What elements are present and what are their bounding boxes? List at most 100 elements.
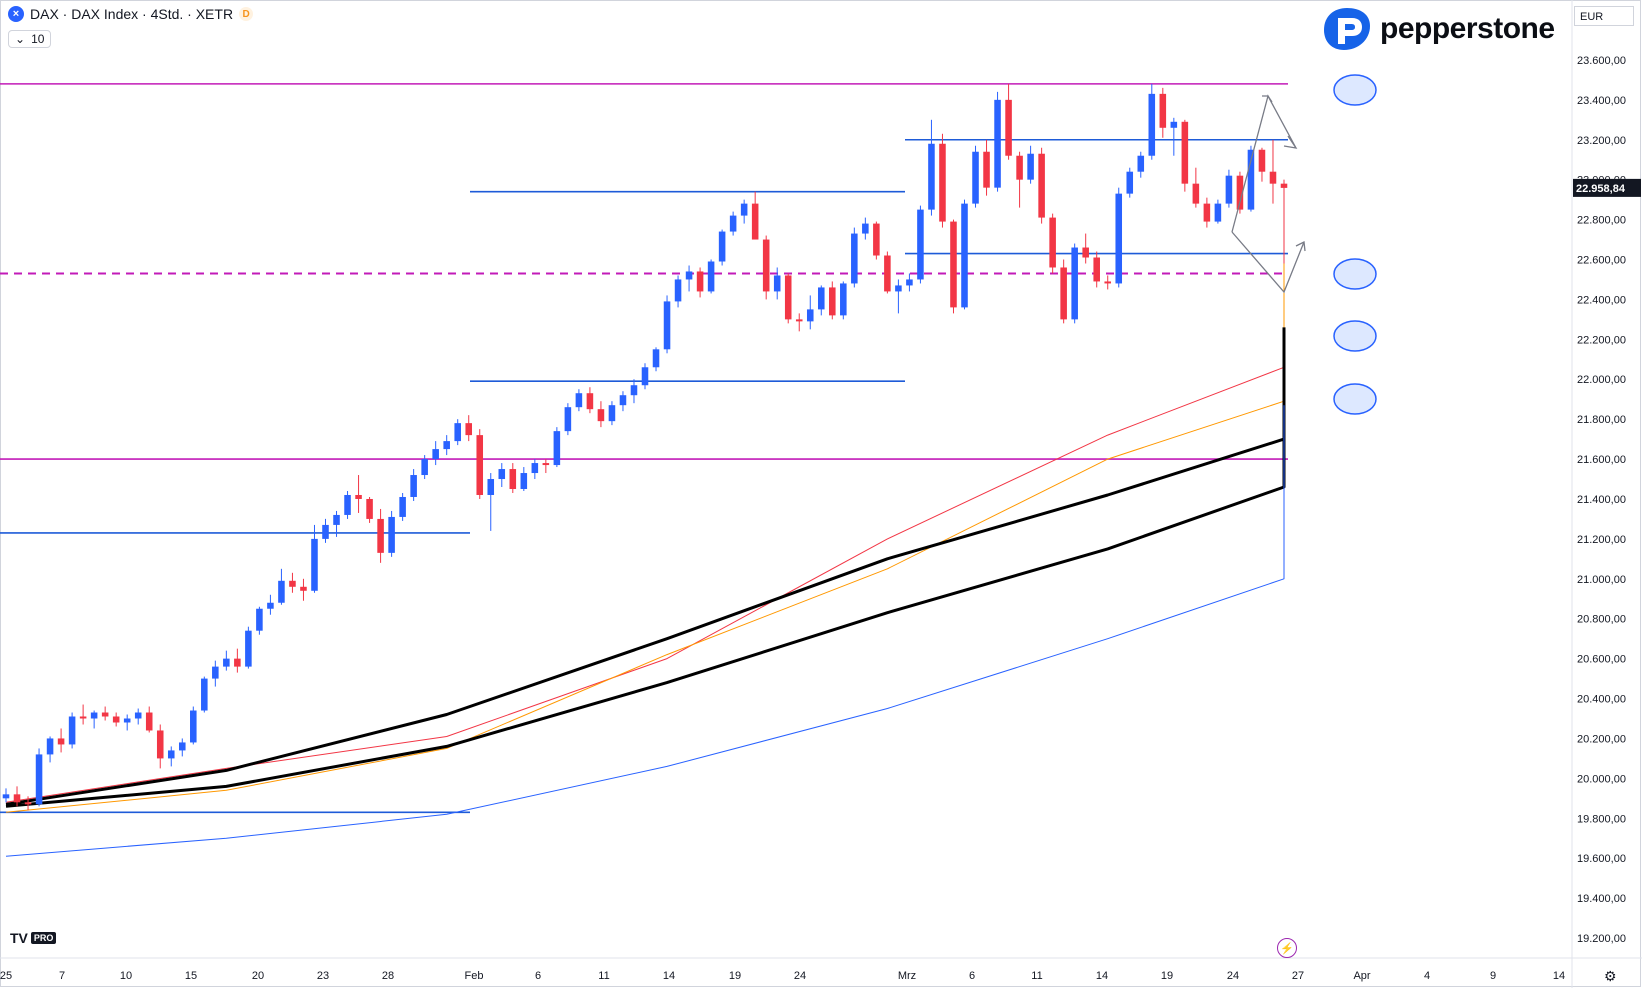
y-tick-label: 19.800,00	[1577, 813, 1626, 825]
candle-body	[90, 712, 98, 719]
candle-body	[1225, 175, 1233, 204]
candle-body	[1269, 171, 1277, 184]
chart-title[interactable]: DAX · DAX Index · 4Std. · XETR	[30, 6, 234, 22]
candle-body	[498, 469, 506, 480]
candle-body	[223, 658, 230, 667]
candle-body	[487, 479, 495, 495]
x-tick-label: 14	[663, 970, 675, 982]
annotation-marker	[1333, 258, 1377, 290]
candle-body	[476, 435, 484, 495]
x-tick-label: 27	[1292, 970, 1304, 982]
gear-icon[interactable]: ⚙	[1604, 968, 1617, 984]
candle-body	[641, 367, 649, 386]
x-tick-label: Apr	[1353, 970, 1370, 982]
x-tick-label: 23	[317, 970, 329, 982]
candle-body	[663, 301, 671, 350]
candle-body	[509, 469, 517, 489]
x-circle-icon[interactable]: ×	[8, 6, 24, 22]
moving-average-line	[5, 383, 1286, 808]
currency-select[interactable]: EUR	[1574, 6, 1634, 26]
candle-body	[1137, 155, 1145, 172]
candle-body	[994, 99, 1001, 188]
candle-body	[1115, 193, 1123, 284]
candle-body	[795, 319, 803, 322]
candle-body	[928, 143, 935, 210]
candle-body	[1038, 153, 1045, 218]
candle-body	[608, 405, 616, 422]
candle-body	[366, 498, 373, 519]
candle-body	[873, 223, 880, 256]
candle-body	[906, 279, 913, 286]
candle-body	[1203, 203, 1211, 222]
y-tick-label: 20.600,00	[1577, 654, 1626, 666]
y-tick-label: 19.200,00	[1577, 933, 1626, 945]
y-tick-label: 22.000,00	[1577, 374, 1626, 386]
candle-body	[972, 151, 979, 204]
candle-body	[1170, 121, 1178, 128]
x-tick-label: 14	[1096, 970, 1108, 982]
candle-body	[1027, 153, 1034, 180]
candle-body	[13, 794, 21, 803]
candle-body	[630, 385, 638, 396]
y-tick-label: 21.200,00	[1577, 534, 1626, 546]
y-tick-label: 21.600,00	[1577, 454, 1626, 466]
moving-average-line	[5, 405, 1285, 857]
candle-body	[112, 716, 120, 723]
candle-body	[355, 494, 362, 499]
y-tick-label: 22.400,00	[1577, 294, 1626, 306]
candle-body	[377, 518, 384, 553]
candle-body	[729, 215, 737, 232]
candle-body	[685, 271, 693, 280]
x-tick-label: Mrz	[898, 970, 916, 982]
x-tick-label: 19	[729, 970, 741, 982]
data-badge: D	[239, 7, 254, 21]
candle-body	[1049, 217, 1056, 268]
candle-body	[1060, 267, 1067, 320]
chart-header: × DAX · DAX Index · 4Std. · XETR D	[8, 6, 254, 22]
candle-body	[145, 712, 153, 731]
candle-body	[201, 678, 208, 711]
x-tick-label: 19	[1161, 970, 1173, 982]
moving-average-line	[5, 263, 1285, 813]
candle-body	[256, 608, 263, 631]
flash-icon[interactable]: ⚡	[1277, 938, 1297, 958]
candle-body	[1082, 247, 1089, 258]
candle-body	[267, 602, 274, 609]
interval-value: 10	[31, 32, 45, 46]
candle-body	[35, 754, 43, 805]
candle-body	[134, 712, 142, 719]
interval-selector[interactable]: ⌄ 10	[8, 30, 52, 48]
candle-body	[1280, 183, 1288, 188]
candle-body	[884, 255, 891, 292]
tv-pro-badge: PRO	[30, 932, 57, 944]
candle-body	[1214, 203, 1222, 222]
candle-body	[278, 580, 285, 603]
candle-body	[652, 349, 660, 368]
candle-body	[454, 423, 461, 442]
candle-body	[421, 459, 428, 476]
x-tick-label: 6	[535, 970, 541, 982]
x-tick-label: 14	[1553, 970, 1565, 982]
candle-body	[1148, 93, 1156, 156]
candle-body	[167, 750, 175, 759]
candle-body	[234, 658, 241, 667]
arrow-head	[1295, 241, 1306, 252]
candle-body	[575, 393, 583, 408]
candle-body	[1016, 155, 1023, 180]
y-tick-label: 23.600,00	[1577, 55, 1626, 67]
candle-body	[619, 395, 627, 406]
candle-body	[1247, 149, 1255, 210]
scenario-arrow-down	[1231, 231, 1305, 294]
candle-body	[1181, 121, 1189, 184]
x-tick-label: 6	[969, 970, 975, 982]
y-tick-label: 21.000,00	[1577, 574, 1626, 586]
candle-body	[674, 279, 682, 302]
candle-body	[917, 209, 924, 280]
candle-body	[707, 261, 715, 292]
annotation-marker	[1333, 74, 1377, 106]
tv-logo-text: TV	[10, 930, 28, 946]
candle-body	[817, 287, 825, 310]
candle-body	[212, 666, 219, 679]
